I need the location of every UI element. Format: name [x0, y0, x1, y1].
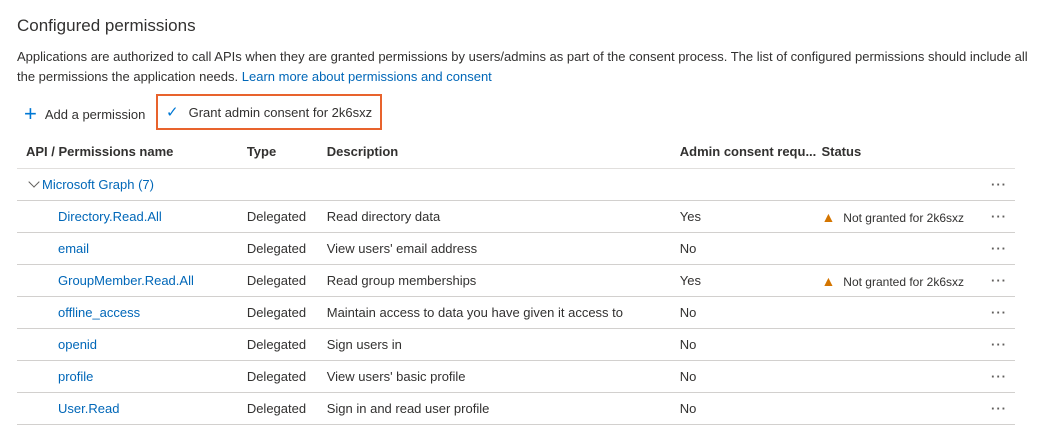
learn-more-link[interactable]: Learn more about permissions and consent	[241, 69, 492, 84]
status-cell	[821, 392, 991, 425]
intro-description: Applications are authorized to call APIs…	[17, 49, 1028, 84]
group-toggle[interactable]: Microsoft Graph (7)	[17, 168, 991, 201]
more-icon[interactable]: ···	[991, 232, 1015, 265]
status-cell	[821, 232, 991, 265]
table-row: offline_access Delegated Maintain access t…	[17, 296, 1015, 329]
more-icon[interactable]: ···	[991, 392, 1015, 425]
admin-consent-cell: Yes	[679, 264, 822, 297]
permission-link[interactable]: openid	[58, 337, 98, 352]
permission-link[interactable]: email	[58, 241, 90, 256]
more-icon[interactable]: ···	[991, 296, 1015, 329]
description-cell: View users' email address	[326, 232, 680, 265]
table-row: openid Delegated Sign users in No ···	[17, 328, 1015, 361]
status-text: Not granted for 2k6sxz	[843, 210, 965, 225]
add-permission-label: Add a permission	[44, 106, 146, 122]
table-row: Directory.Read.All Delegated Read director…	[17, 200, 1015, 233]
more-icon[interactable]: ···	[991, 264, 1015, 297]
description-cell: Sign in and read user profile	[326, 392, 680, 425]
description-cell: Read directory data	[326, 200, 680, 233]
description-cell: View users' basic profile	[326, 360, 680, 393]
type-cell: Delegated	[246, 360, 327, 393]
description-cell: Sign users in	[326, 328, 680, 361]
status-cell	[821, 296, 991, 329]
header-actions	[991, 134, 1015, 169]
header-admin-consent[interactable]: Admin consent requ...	[679, 134, 822, 169]
grant-admin-consent-label: Grant admin consent for 2k6sxz	[188, 104, 373, 120]
checkmark-icon: ✓	[166, 104, 179, 121]
permission-link[interactable]: offline_access	[58, 305, 141, 320]
intro-text: Applications are authorized to call APIs…	[17, 47, 1037, 87]
header-description[interactable]: Description	[326, 134, 680, 169]
admin-consent-cell: Yes	[679, 200, 822, 233]
admin-consent-cell: No	[679, 296, 822, 329]
type-cell: Delegated	[246, 296, 327, 329]
status-text: Not granted for 2k6sxz	[843, 274, 965, 289]
more-icon[interactable]: ···	[991, 200, 1015, 233]
more-icon[interactable]: ···	[991, 328, 1015, 361]
permission-link[interactable]: GroupMember.Read.All	[58, 273, 194, 288]
status-cell: ▲ Not granted for 2k6sxz	[821, 264, 991, 297]
toolbar: + Add a permission ✓ Grant admin consent…	[24, 94, 382, 132]
status-cell: ▲ Not granted for 2k6sxz	[821, 200, 991, 233]
admin-consent-cell: No	[679, 232, 822, 265]
description-cell: Read group memberships	[326, 264, 680, 297]
more-icon[interactable]: ···	[991, 168, 1015, 201]
group-row: Microsoft Graph (7) ···	[17, 168, 1015, 201]
header-name[interactable]: API / Permissions name	[17, 134, 247, 169]
table-row: profile Delegated View users' basic profil…	[17, 360, 1015, 393]
type-cell: Delegated	[246, 328, 327, 361]
table-row: email Delegated View users' email address N…	[17, 232, 1015, 265]
warning-icon: ▲	[821, 208, 836, 225]
permission-link[interactable]: User.Read	[58, 401, 120, 416]
type-cell: Delegated	[246, 392, 327, 425]
admin-consent-cell: No	[679, 360, 822, 393]
table-row: User.Read Delegated Sign in and read user …	[17, 392, 1015, 425]
group-link[interactable]: Microsoft Graph (7)	[42, 177, 154, 192]
grant-admin-consent-button[interactable]: ✓ Grant admin consent for 2k6sxz	[156, 94, 382, 130]
chevron-down-icon	[28, 176, 40, 188]
table-row: GroupMember.Read.All Delegated Read group …	[17, 264, 1015, 297]
permission-link[interactable]: Directory.Read.All	[58, 209, 162, 224]
section-title: Configured permissions	[17, 16, 196, 35]
add-permission-button[interactable]: + Add a permission	[24, 103, 145, 125]
more-icon[interactable]: ···	[991, 360, 1015, 393]
type-cell: Delegated	[246, 264, 327, 297]
header-type[interactable]: Type	[246, 134, 327, 169]
permission-link[interactable]: profile	[58, 369, 94, 384]
admin-consent-cell: No	[679, 392, 822, 425]
plus-icon: +	[24, 101, 37, 126]
description-cell: Maintain access to data you have given i…	[326, 296, 680, 329]
table-header: API / Permissions name Type Description …	[17, 134, 1015, 169]
status-cell	[821, 328, 991, 361]
warning-icon: ▲	[821, 272, 836, 289]
admin-consent-cell: No	[679, 328, 822, 361]
type-cell: Delegated	[246, 200, 327, 233]
type-cell: Delegated	[246, 232, 327, 265]
header-status[interactable]: Status	[821, 134, 991, 169]
permissions-table: API / Permissions name Type Description …	[17, 134, 1015, 425]
status-cell	[821, 360, 991, 393]
